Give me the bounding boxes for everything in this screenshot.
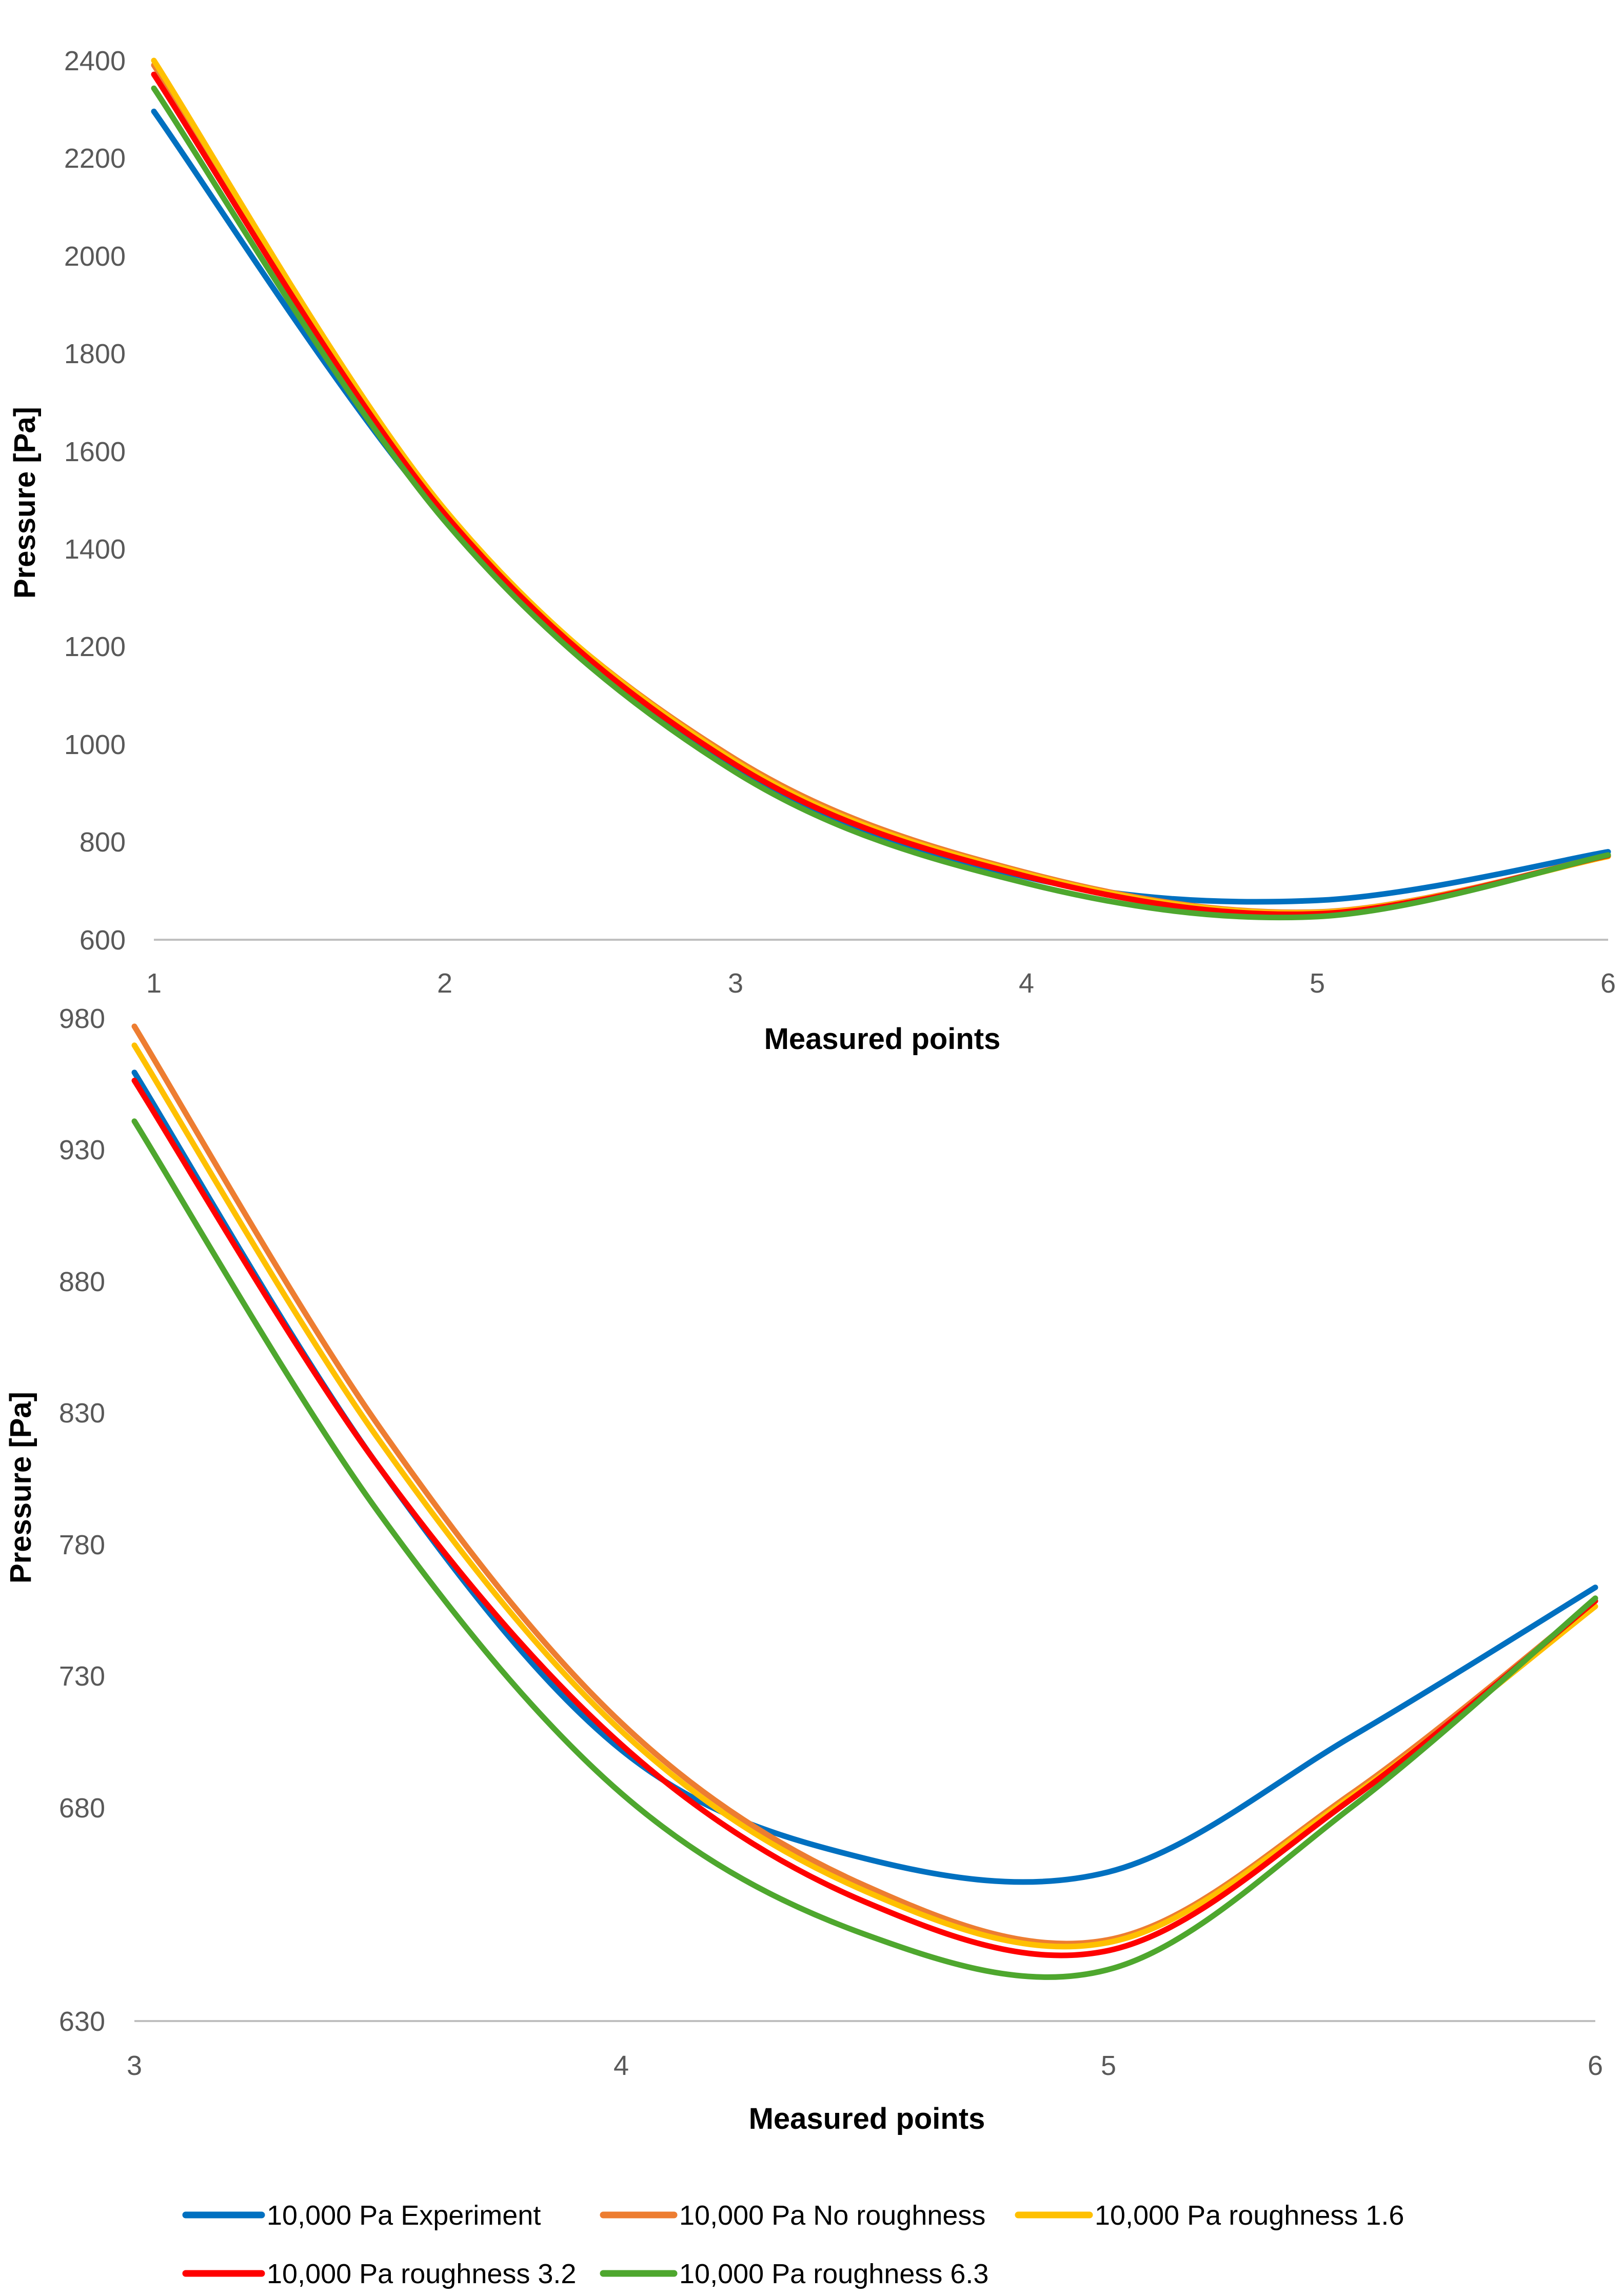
series-line-top-4 — [151, 85, 1611, 921]
series-line-bottom-2 — [131, 1042, 1598, 1950]
legend-label: 10,000 Pa roughness 1.6 — [1095, 2200, 1404, 2231]
legend-item: 10,000 Pa roughness 6.3 — [600, 2259, 988, 2289]
y-tick-label: 1200 — [64, 631, 126, 662]
series-line-bottom-3 — [131, 1078, 1598, 1958]
legend-item: 10,000 Pa Experiment — [182, 2200, 541, 2231]
chart-bottom: 3 4 5 6 630 680 730 780 830 880 930 980 … — [4, 1003, 1603, 2135]
chart-top-x-axis-title: Measured points — [764, 1022, 1001, 1056]
y-tick-label: 1000 — [64, 729, 126, 760]
y-tick-label: 930 — [59, 1135, 105, 1165]
y-tick-label: 680 — [59, 1793, 105, 1824]
y-tick-label: 830 — [59, 1398, 105, 1429]
y-tick-label: 1600 — [64, 437, 126, 467]
chart-top-y-axis-title: Pressure [Pa] — [8, 407, 42, 599]
y-tick-label: 600 — [80, 925, 126, 956]
legend-label: 10,000 Pa No roughness — [679, 2200, 985, 2231]
y-tick-label: 2200 — [64, 143, 126, 174]
y-tick-label: 980 — [59, 1003, 105, 1034]
chart-top-y-tick-labels: 600 800 1000 1200 1400 1600 1800 2000 22… — [64, 46, 126, 956]
series-line-top-3 — [151, 71, 1611, 917]
y-tick-label: 630 — [59, 2006, 105, 2037]
series-line-bottom-1 — [131, 1023, 1598, 1947]
x-tick-label: 4 — [1019, 968, 1034, 999]
x-tick-label: 5 — [1310, 968, 1325, 999]
y-tick-label: 2000 — [64, 241, 126, 272]
x-tick-label: 6 — [1600, 968, 1616, 999]
series-line-top-2 — [151, 57, 1611, 916]
legend: 10,000 Pa Experiment 10,000 Pa No roughn… — [182, 2200, 1404, 2289]
x-tick-label: 5 — [1101, 2050, 1116, 2081]
y-tick-label: 730 — [59, 1661, 105, 1692]
y-tick-label: 800 — [80, 827, 126, 858]
legend-item: 10,000 Pa roughness 1.6 — [1015, 2200, 1404, 2231]
x-tick-label: 6 — [1588, 2050, 1603, 2081]
y-tick-label: 2400 — [64, 46, 126, 76]
chart-top: 1 2 3 4 5 6 600 800 1000 1200 1400 1600 … — [8, 46, 1616, 1056]
legend-item: 10,000 Pa roughness 3.2 — [182, 2259, 576, 2289]
y-tick-label: 1800 — [64, 339, 126, 369]
series-line-top-1 — [151, 62, 1611, 915]
chart-top-series — [151, 57, 1611, 921]
legend-item: 10,000 Pa No roughness — [600, 2200, 985, 2231]
chart-bottom-y-axis-title: Pressure [Pa] — [4, 1392, 37, 1584]
x-tick-label: 1 — [146, 968, 162, 999]
series-line-top-0 — [151, 108, 1611, 905]
x-tick-label: 3 — [127, 2050, 142, 2081]
y-tick-label: 880 — [59, 1266, 105, 1297]
legend-label: 10,000 Pa roughness 3.2 — [267, 2259, 576, 2289]
series-line-bottom-4 — [131, 1118, 1598, 1980]
x-tick-label: 3 — [728, 968, 743, 999]
chart-bottom-x-tick-labels: 3 4 5 6 — [127, 2050, 1603, 2081]
y-tick-label: 1400 — [64, 534, 126, 565]
y-tick-label: 780 — [59, 1530, 105, 1560]
chart-bottom-x-axis-title: Measured points — [749, 2102, 985, 2135]
legend-label: 10,000 Pa roughness 6.3 — [679, 2259, 988, 2289]
chart-bottom-y-tick-labels: 630 680 730 780 830 880 930 980 — [59, 1003, 105, 2037]
legend-label: 10,000 Pa Experiment — [267, 2200, 541, 2231]
chart-bottom-series — [131, 1023, 1598, 1980]
chart-top-x-tick-labels: 1 2 3 4 5 6 — [146, 968, 1616, 999]
x-tick-label: 2 — [437, 968, 452, 999]
x-tick-label: 4 — [613, 2050, 629, 2081]
